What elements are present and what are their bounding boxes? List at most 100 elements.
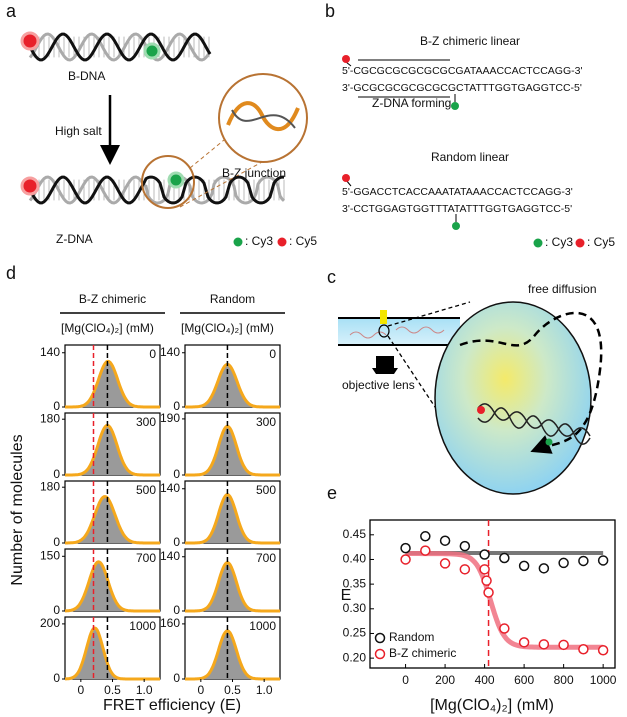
condition-value: 700 xyxy=(136,551,156,565)
condition-value: 700 xyxy=(256,551,276,565)
y-tick-label: 0 xyxy=(53,467,60,481)
panel-title: free diffusion xyxy=(528,282,597,296)
panel-label: d xyxy=(6,263,16,283)
gaussian-fit xyxy=(65,495,160,545)
condition-value: 500 xyxy=(256,483,276,497)
histogram xyxy=(185,630,280,679)
fit-curve xyxy=(405,551,604,650)
y-axis-title: E xyxy=(341,587,352,604)
y-tick-label: 0 xyxy=(173,467,180,481)
chart: 0.20 0.25 0.30 0.35 0.40 0.45 0 200 400 600 800 100… xyxy=(343,519,617,687)
condition-value: 300 xyxy=(136,415,156,429)
data-point xyxy=(400,542,411,554)
legend-dot xyxy=(233,237,243,247)
y-tick-label: 160 xyxy=(160,616,180,630)
data-point xyxy=(479,549,490,560)
x-tick-label: 1.0 xyxy=(256,683,273,697)
cy3-dot xyxy=(451,102,459,110)
data-point xyxy=(558,639,569,651)
condition-value: 1000 xyxy=(129,619,156,633)
condition-value: 500 xyxy=(136,483,156,497)
condition-value: 0 xyxy=(269,347,276,361)
x-tick-label: 1.0 xyxy=(136,683,153,697)
y-tick-label: 140 xyxy=(160,345,180,359)
y-tick-label: 0 xyxy=(53,399,60,413)
histogram xyxy=(65,425,160,475)
y-tick-label: 200 xyxy=(40,616,60,630)
junction-strand xyxy=(226,101,300,132)
dna-label: B-DNA xyxy=(68,69,105,83)
x-tick-label: 0 xyxy=(402,673,409,687)
cy3-dot xyxy=(545,438,553,446)
zoom-link xyxy=(387,301,471,327)
histogram xyxy=(65,561,160,611)
legend-text: : Cy5 xyxy=(587,235,615,249)
x-tick-label: 800 xyxy=(554,673,574,687)
strand xyxy=(28,175,284,205)
y-tick-label: 0.20 xyxy=(343,650,367,664)
cy3-dot xyxy=(167,171,185,189)
cy3-dot xyxy=(143,42,161,60)
data-point xyxy=(499,623,510,634)
y-tick-label: 0 xyxy=(53,671,60,685)
gaussian-fit xyxy=(185,362,280,409)
histogram xyxy=(65,361,160,407)
arrow-label: High salt xyxy=(55,124,102,138)
cy5-dot xyxy=(20,176,40,196)
legend-text: : Cy3 xyxy=(545,235,573,249)
cy5-dot xyxy=(477,406,485,414)
data-point xyxy=(439,558,451,569)
lens-label: objective lens xyxy=(342,378,415,392)
y-axis-title: Number of molecules xyxy=(9,434,26,585)
legend-dot xyxy=(575,238,585,248)
data-point xyxy=(597,555,609,566)
objective xyxy=(372,356,398,374)
data-point xyxy=(400,554,411,565)
data-point xyxy=(459,540,471,552)
y-tick-label: 150 xyxy=(40,548,60,562)
condition-value: 1000 xyxy=(249,619,276,633)
legend-text: : Cy5 xyxy=(289,234,317,248)
data-point xyxy=(538,563,550,574)
panel-label: e xyxy=(327,483,337,503)
y-tick-label: 0.40 xyxy=(343,552,367,566)
x-axis-title: FRET efficiency (E) xyxy=(103,697,241,714)
sequence-title: B-Z chimeric linear xyxy=(420,34,520,48)
gaussian-fit xyxy=(185,424,280,477)
dna-illustration xyxy=(20,31,286,205)
histogram xyxy=(185,364,280,407)
strand xyxy=(28,32,212,62)
data-point xyxy=(578,555,589,567)
zoom-label: B-Z junction xyxy=(222,166,286,180)
data-point xyxy=(481,575,492,586)
histograms: B-Z chimeric[Mg(ClO₄)₂] (mM)001403000180… xyxy=(40,292,285,697)
y-tick-label: 140 xyxy=(160,481,180,495)
panel-label: b xyxy=(325,1,335,21)
y-tick-label: 180 xyxy=(40,411,60,425)
column-title: B-Z chimeric xyxy=(79,292,146,306)
data-point xyxy=(518,560,530,572)
y-tick-label: 0.45 xyxy=(343,527,367,541)
y-tick-label: 0.25 xyxy=(343,626,367,640)
y-tick-label: 140 xyxy=(40,345,60,359)
gaussian-fit xyxy=(185,561,280,613)
data-point xyxy=(578,644,589,655)
annotation: Z-DNA forming xyxy=(372,96,451,110)
gaussian-fit xyxy=(65,423,160,477)
molecules xyxy=(349,326,445,339)
histogram xyxy=(185,426,280,475)
legend-label: Random xyxy=(389,630,434,644)
cy3-dot xyxy=(452,222,460,230)
dna-label: Z-DNA xyxy=(56,232,93,246)
data-point xyxy=(597,644,609,656)
sequence-title: Random linear xyxy=(431,150,509,164)
data-point xyxy=(499,552,510,564)
data-point xyxy=(439,535,451,546)
laser xyxy=(380,310,387,324)
y-tick-label: 0 xyxy=(173,399,180,413)
data-point xyxy=(483,587,494,598)
zoom-link xyxy=(189,139,225,169)
focal-volume-zoom xyxy=(434,301,592,495)
zoom-link xyxy=(179,161,263,208)
legend-dot xyxy=(533,238,543,248)
